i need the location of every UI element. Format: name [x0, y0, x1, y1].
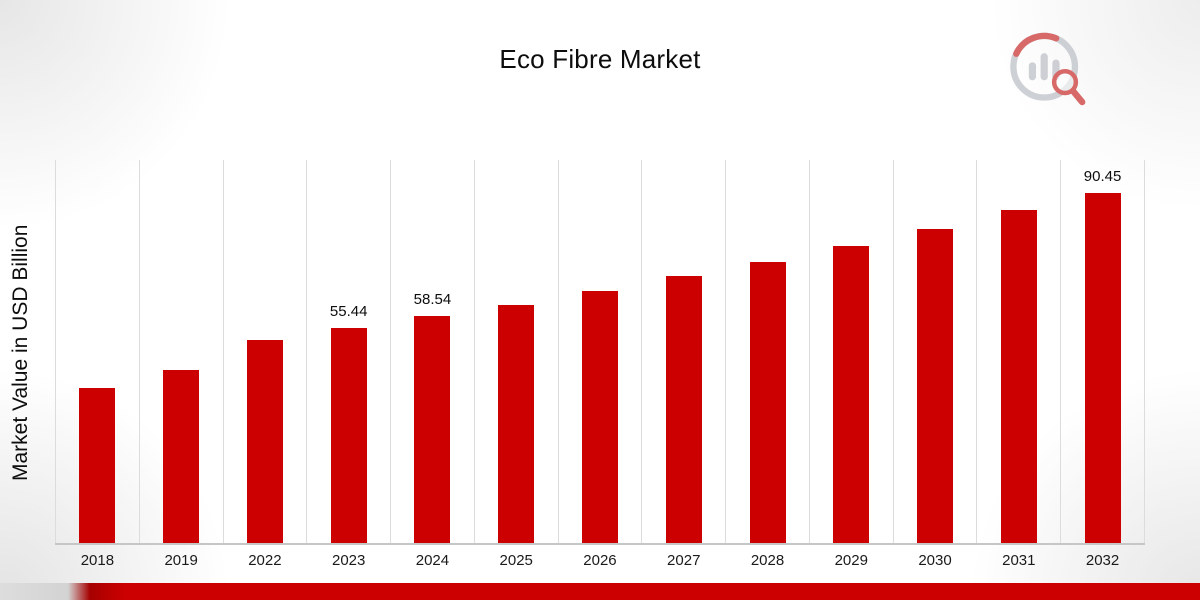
x-tick-label: 2029 [834, 552, 868, 569]
bar-2025 [498, 305, 535, 543]
y-axis-label: Market Value in USD Billion [9, 224, 32, 481]
chart-column-2030: 2030 [892, 160, 977, 569]
x-tick-label: 2024 [415, 552, 450, 569]
x-tick-label: 2019 [164, 552, 198, 569]
chart-column-2022: 2022 [222, 160, 307, 569]
bar-2028 [749, 262, 786, 543]
bar-2027 [665, 276, 702, 543]
bar-2023 [330, 328, 367, 543]
x-tick-label: 2023 [331, 552, 366, 569]
bar-2019 [163, 370, 200, 543]
plot-area: 2018 2019 2022 55.44 2023 58.54 2024 2025 2026 20… [55, 160, 1145, 569]
bar-value-label: 58.54 [413, 291, 452, 308]
chart-title: Eco Fibre Market [499, 44, 701, 74]
bar-2026 [581, 291, 618, 543]
bar-2029 [833, 246, 870, 543]
x-tick-label: 2026 [583, 552, 617, 569]
x-tick-label: 2025 [499, 552, 533, 569]
x-tick-label: 2022 [248, 552, 282, 569]
x-tick-label: 2018 [80, 552, 115, 569]
x-tick-label: 2032 [1085, 552, 1120, 569]
bar-2030 [917, 229, 954, 543]
bar-2031 [1000, 210, 1037, 543]
chart-column-2019: 2019 [138, 160, 223, 569]
chart-column-2028: 2028 [725, 160, 809, 569]
chart-column-2031: 2031 [976, 160, 1060, 569]
bar-2024 [414, 316, 451, 543]
x-tick-label: 2027 [667, 552, 701, 569]
x-tick-label: 2031 [1002, 552, 1036, 569]
bar-value-label: 90.45 [1083, 168, 1122, 185]
chart-magnifier-icon [1010, 32, 1086, 106]
bar-value-label: 55.44 [329, 303, 368, 320]
x-tick-label: 2028 [750, 552, 785, 569]
chart-column-2029: 2029 [808, 160, 893, 569]
chart-column-2025: 2025 [473, 160, 558, 569]
bottom-ribbon [0, 583, 1200, 600]
chart-column-2032: 90.45 2032 [1060, 160, 1145, 569]
x-tick-label: 2030 [918, 552, 952, 569]
chart-column-2027: 2027 [641, 160, 725, 569]
chart-column-2023: 55.44 2023 [306, 160, 390, 569]
chart-column-2026: 2026 [557, 160, 642, 569]
chart-column-2024: 58.54 2024 [390, 160, 474, 569]
bar-2018 [79, 388, 116, 543]
market-research-future-logo [1000, 26, 1092, 112]
bar-2032 [1084, 193, 1121, 543]
bar-2022 [246, 340, 283, 543]
chart-column-2018: 2018 [55, 160, 139, 569]
